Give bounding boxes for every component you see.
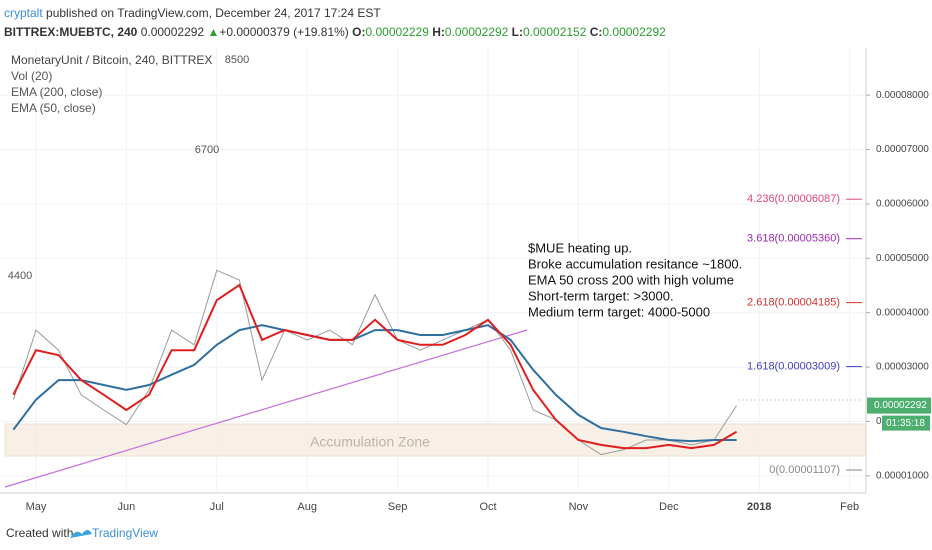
- arrow: ▲: [207, 25, 220, 39]
- peak-label: 4400: [8, 270, 32, 282]
- fib-label: 3.618(0.00005360): [747, 233, 840, 245]
- x-tick-label: Feb: [840, 501, 859, 513]
- logo: [70, 530, 92, 538]
- chart-title: MonetaryUnit / Bitcoin, 240, BITTREX: [11, 53, 212, 67]
- y-tick-label: 0.00007000: [876, 144, 929, 155]
- timer-bg: [882, 415, 930, 431]
- price-tag-label: 0.00002292: [874, 400, 927, 411]
- y-tick-label: 0.00003000: [876, 362, 929, 373]
- footer-bg: [0, 518, 932, 550]
- change: +0.00000379 (+19.81%): [219, 25, 349, 39]
- x-tick-label: Sep: [388, 501, 408, 513]
- peak-label: 6700: [195, 144, 219, 156]
- price-tag: [867, 397, 931, 414]
- ohlc-label: C:: [589, 25, 603, 39]
- x-tick-label: Aug: [297, 501, 317, 513]
- ticker-line: BITTREX:MUEBTC, 240 0.00002292 ▲+0.00000…: [4, 23, 666, 42]
- note: $MUE heating up. Broke accumulation resi…: [528, 240, 742, 319]
- fib-label: 4.236(0.00006087): [747, 193, 840, 205]
- x-tick-label: Oct: [479, 501, 496, 513]
- indicator: Vol (20): [11, 69, 52, 83]
- note-line: Broke accumulation resitance ~1800.: [528, 256, 742, 271]
- fib-label: 0(0.00001107): [769, 464, 840, 476]
- series-line: [12, 324, 737, 443]
- indicator: EMA (200, close): [11, 85, 102, 99]
- zone-label: Accumulation Zone: [310, 434, 430, 450]
- series-line: [12, 269, 738, 456]
- trend-line: [4, 329, 528, 488]
- note-line: $MUE heating up.: [528, 240, 632, 255]
- note-line: EMA 50 cross 200 with high volume: [528, 272, 734, 287]
- y-tick-label: 0.00004000: [876, 307, 929, 318]
- ohlc-value: 0.00002292: [444, 25, 509, 39]
- published: published on TradingView.com, December 2…: [46, 6, 381, 20]
- footer-brand: TradingView: [92, 526, 158, 540]
- fib-label: 1.618(0.00003009): [747, 360, 840, 372]
- y-tick-label: 0.00008000: [876, 90, 929, 101]
- symbol: BITTREX:MUEBTC, 240: [4, 25, 138, 39]
- note-line: Medium term target: 4000-5000: [528, 304, 710, 319]
- peak-label: 8500: [225, 54, 249, 66]
- indicator: EMA (50, close): [11, 101, 96, 115]
- note-line: Short-term target: >3000.: [528, 288, 674, 303]
- y-tick-label: 0.00006000: [876, 199, 929, 210]
- author: cryptalt: [4, 6, 43, 20]
- ohlc-label: H:: [432, 25, 445, 39]
- header: cryptalt published on TradingView.com, D…: [4, 4, 666, 42]
- x-tick-label: 2018: [747, 501, 771, 513]
- series-line: [12, 283, 738, 450]
- ohlc-label: O:: [352, 25, 366, 39]
- fib-label: 2.618(0.00004185): [747, 297, 840, 309]
- ohlc-value: 0.00002152: [522, 25, 587, 39]
- x-tick-label: Jun: [118, 501, 136, 513]
- peak-labels: 4400 6700 8500: [8, 54, 249, 282]
- accumulation-zone: [4, 423, 867, 457]
- x-tick-label: Jul: [210, 501, 224, 513]
- price: 0.00002292: [140, 25, 205, 39]
- y-tick-label: 0.00005000: [876, 253, 929, 264]
- x-tick-label: May: [26, 501, 47, 513]
- ohlc-value: 0.00002292: [602, 25, 666, 39]
- ohlc-label: L:: [511, 25, 523, 39]
- ohlc-value: 0.00002229: [365, 25, 429, 39]
- publish-line: cryptalt published on TradingView.com, D…: [4, 4, 666, 23]
- timer: 01:35:18: [886, 418, 925, 429]
- x-tick-label: Dec: [659, 501, 679, 513]
- footer-created: Created with: [6, 526, 73, 540]
- x-tick-label: Nov: [569, 501, 589, 513]
- y-tick-label: 0.00001000: [876, 470, 929, 481]
